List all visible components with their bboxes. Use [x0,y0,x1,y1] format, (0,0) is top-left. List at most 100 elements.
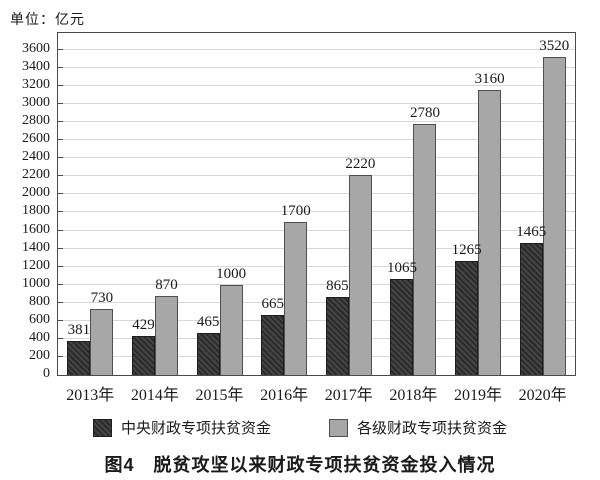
y-tick-mark [58,211,63,212]
bar-value-label: 429 [132,317,155,333]
x-tick-label: 2017年 [324,387,373,404]
x-tick-label: 2020年 [518,387,567,404]
bar-value-label: 1465 [516,224,547,240]
y-tick-label: 1200 [22,258,50,273]
x-tick-label: 2018年 [389,387,438,404]
y-tick-mark [58,175,63,176]
y-tick-mark [58,302,63,303]
y-tick-label: 3000 [22,95,50,110]
y-tick-mark [58,85,63,86]
x-tick-label: 2013年 [66,387,115,404]
y-tick-label: 1000 [22,276,50,291]
bar-value-label: 730 [90,290,114,306]
bar: 865 [325,278,349,375]
y-tick-mark [58,49,63,50]
gridline [58,320,575,321]
bar-value-label: 665 [261,296,284,312]
legend-label: 各级财政专项扶贫资金 [357,421,508,437]
bar: 2780 [410,105,440,375]
bar-group: 381 730 [58,290,123,375]
bar: 730 [90,290,114,375]
y-tick-mark [58,284,63,285]
bar-group: 865 2220 [317,156,382,375]
gridline [58,230,575,231]
y-tick-label: 3600 [22,41,50,56]
bar-value-label: 465 [196,314,220,330]
gridline [58,103,575,104]
y-tick-mark [58,121,63,122]
y-tick-mark [58,157,63,158]
gridline [58,266,575,267]
bar-value-label: 3520 [539,38,570,54]
x-tick-label: 2015年 [195,387,244,404]
bar-group: 665 1700 [252,203,317,375]
bar: 2220 [345,156,375,375]
y-tick-mark [58,193,63,194]
gridline [58,338,575,339]
y-tick-mark [58,356,63,357]
y-tick-mark [58,67,63,68]
gridline [58,49,575,50]
y-tick-mark [58,103,63,104]
legend: 中央财政专项扶贫资金 各级财政专项扶贫资金 [0,417,600,438]
y-tick-mark [58,230,63,231]
bar: 3520 [539,38,569,375]
legend-item: 各级财政专项扶贫资金 [329,417,507,438]
y-tick-label: 2400 [22,149,50,164]
y-tick-label: 0 [43,366,50,381]
bar-value-label: 2780 [409,105,440,121]
y-tick-label: 400 [29,330,50,345]
y-tick-mark [58,248,63,249]
bar-value-label: 870 [155,277,178,293]
bar: 381 [67,322,91,375]
y-tick-label: 1800 [22,203,50,218]
bar-value-label: 1265 [451,242,482,258]
y-tick-mark [58,320,63,321]
bar-group: 1065 2780 [381,105,446,375]
x-tick-label: 2014年 [130,387,179,404]
gridline [58,85,575,86]
x-tick-label: 2016年 [260,387,309,404]
bar-group: 1265 3160 [446,71,511,375]
y-tick-mark [58,266,63,267]
bar-value-label: 1065 [386,260,417,276]
unit-label: 单位：亿元 [10,13,85,28]
bar: 1700 [281,203,311,375]
y-tick-mark [58,139,63,140]
bar-group: 465 1000 [187,266,252,375]
gridline [58,67,575,68]
chart-caption: 图4 脱贫攻坚以来财政专项扶贫资金投入情况 [104,455,496,475]
y-tick-label: 1600 [22,222,50,237]
bars-row: 381 730 429 870 465 1000 665 1700 865 2220 1065 278… [58,33,575,375]
gridline [58,356,575,357]
gridline [58,211,575,212]
bar: 1000 [216,266,246,375]
gridline [58,248,575,249]
gridline [58,157,575,158]
gridline [58,193,575,194]
y-tick-label: 800 [29,294,50,309]
y-tick-label: 600 [29,312,50,327]
gridline [58,175,575,176]
y-tick-label: 2000 [22,185,50,200]
y-tick-label: 2200 [22,167,50,182]
y-tick-label: 1400 [22,240,50,255]
x-tick-label: 2019年 [454,387,503,404]
y-tick-label: 2800 [22,113,50,128]
bar: 665 [261,296,285,375]
bar: 1465 [516,224,546,375]
bar-value-label: 1000 [216,266,247,282]
bar-value-label: 381 [67,322,91,338]
gridline [58,284,575,285]
y-tick-mark [58,338,63,339]
gridline [58,121,575,122]
bar-group: 429 870 [123,277,188,375]
y-tick-label: 3400 [22,59,50,74]
bar: 3160 [475,71,505,375]
bar-value-label: 865 [326,278,349,294]
legend-item: 中央财政专项扶贫资金 [92,417,271,438]
chart-area: 0 200 400 600 800 1000 1200 1400 1600 1800 2000 220… [0,32,600,381]
bar: 870 [154,277,178,375]
bar-value-label: 1700 [280,203,311,219]
y-tick-label: 2600 [22,131,50,146]
